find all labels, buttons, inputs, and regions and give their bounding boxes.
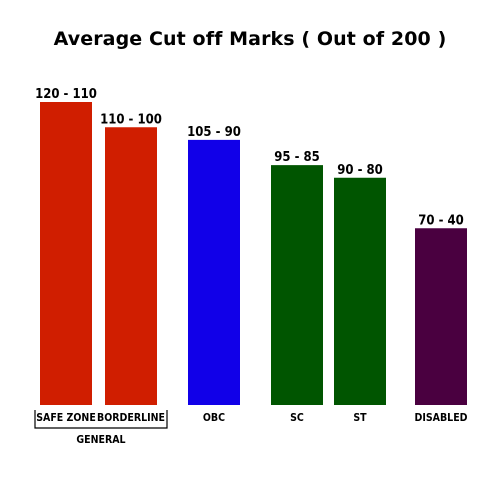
bar-safe-zone (40, 102, 92, 405)
category-label-disabled: DISABLED (415, 412, 468, 424)
data-label-disabled: 70 - 40 (418, 213, 464, 228)
category-label-obc: OBC (203, 412, 225, 424)
category-label-st: ST (353, 412, 367, 424)
category-label-sc: SC (290, 412, 304, 424)
bar-st (334, 177, 386, 405)
data-label-obc: 105 - 90 (187, 125, 241, 140)
data-label-st: 90 - 80 (337, 163, 383, 178)
bar-borderline (105, 127, 157, 405)
chart-title: Average Cut off Marks ( Out of 200 ) (53, 28, 447, 50)
group-bracket (34, 410, 168, 429)
bar-obc (188, 139, 240, 405)
category-label-borderline: BORDERLINE (97, 412, 165, 424)
bar-disabled (415, 228, 467, 405)
bar-sc (271, 165, 323, 405)
category-label-safe-zone: SAFE ZONE (36, 412, 96, 424)
group-label-general: GENERAL (76, 434, 125, 446)
data-label-sc: 95 - 85 (274, 150, 320, 165)
data-label-safe-zone: 120 - 110 (35, 87, 97, 102)
data-label-borderline: 110 - 100 (100, 112, 162, 127)
